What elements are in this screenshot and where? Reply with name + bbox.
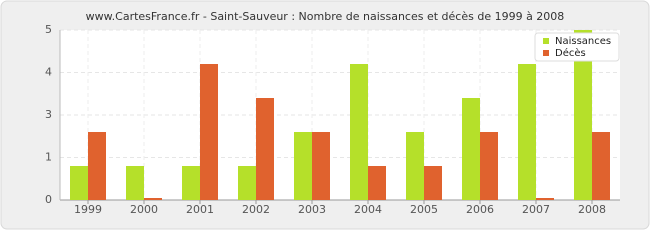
x-tick-label: 2003: [298, 203, 326, 216]
bar: [70, 166, 88, 200]
x-tick-label: 2005: [410, 203, 438, 216]
legend-label: Naissances: [555, 36, 611, 47]
x-tick-label: 2004: [354, 203, 382, 216]
legend-box: [534, 32, 620, 62]
y-tick-label: 3: [45, 108, 52, 121]
bar: [518, 64, 536, 200]
bar: [574, 30, 592, 200]
bar: [144, 198, 162, 200]
bar: [536, 198, 554, 200]
bar: [462, 98, 480, 200]
bar: [406, 132, 424, 200]
y-tick-label: 0: [45, 193, 52, 206]
bar: [238, 166, 256, 200]
y-tick-label: 4: [45, 66, 52, 79]
x-tick-label: 2007: [522, 203, 550, 216]
chart: www.CartesFrance.fr - Saint-Sauveur : No…: [0, 0, 650, 230]
chart-title: www.CartesFrance.fr - Saint-Sauveur : No…: [86, 10, 565, 23]
bar: [312, 132, 330, 200]
bar: [424, 166, 442, 200]
x-tick-label: 2006: [466, 203, 494, 216]
bar: [294, 132, 312, 200]
bar: [350, 64, 368, 200]
legend-swatch: [543, 50, 549, 56]
y-tick-label: 1: [45, 151, 52, 164]
bar: [200, 64, 218, 200]
x-tick-label: 2008: [578, 203, 606, 216]
bar: [368, 166, 386, 200]
x-tick-label: 1999: [74, 203, 102, 216]
bar: [126, 166, 144, 200]
bar: [88, 132, 106, 200]
x-tick-label: 2000: [130, 203, 158, 216]
x-tick-label: 2002: [242, 203, 270, 216]
legend-swatch: [543, 38, 549, 44]
bar: [480, 132, 498, 200]
y-tick-label: 5: [45, 23, 52, 36]
x-tick-label: 2001: [186, 203, 214, 216]
bar: [256, 98, 274, 200]
legend-label: Décès: [555, 47, 586, 59]
bar: [592, 132, 610, 200]
bar: [182, 166, 200, 200]
